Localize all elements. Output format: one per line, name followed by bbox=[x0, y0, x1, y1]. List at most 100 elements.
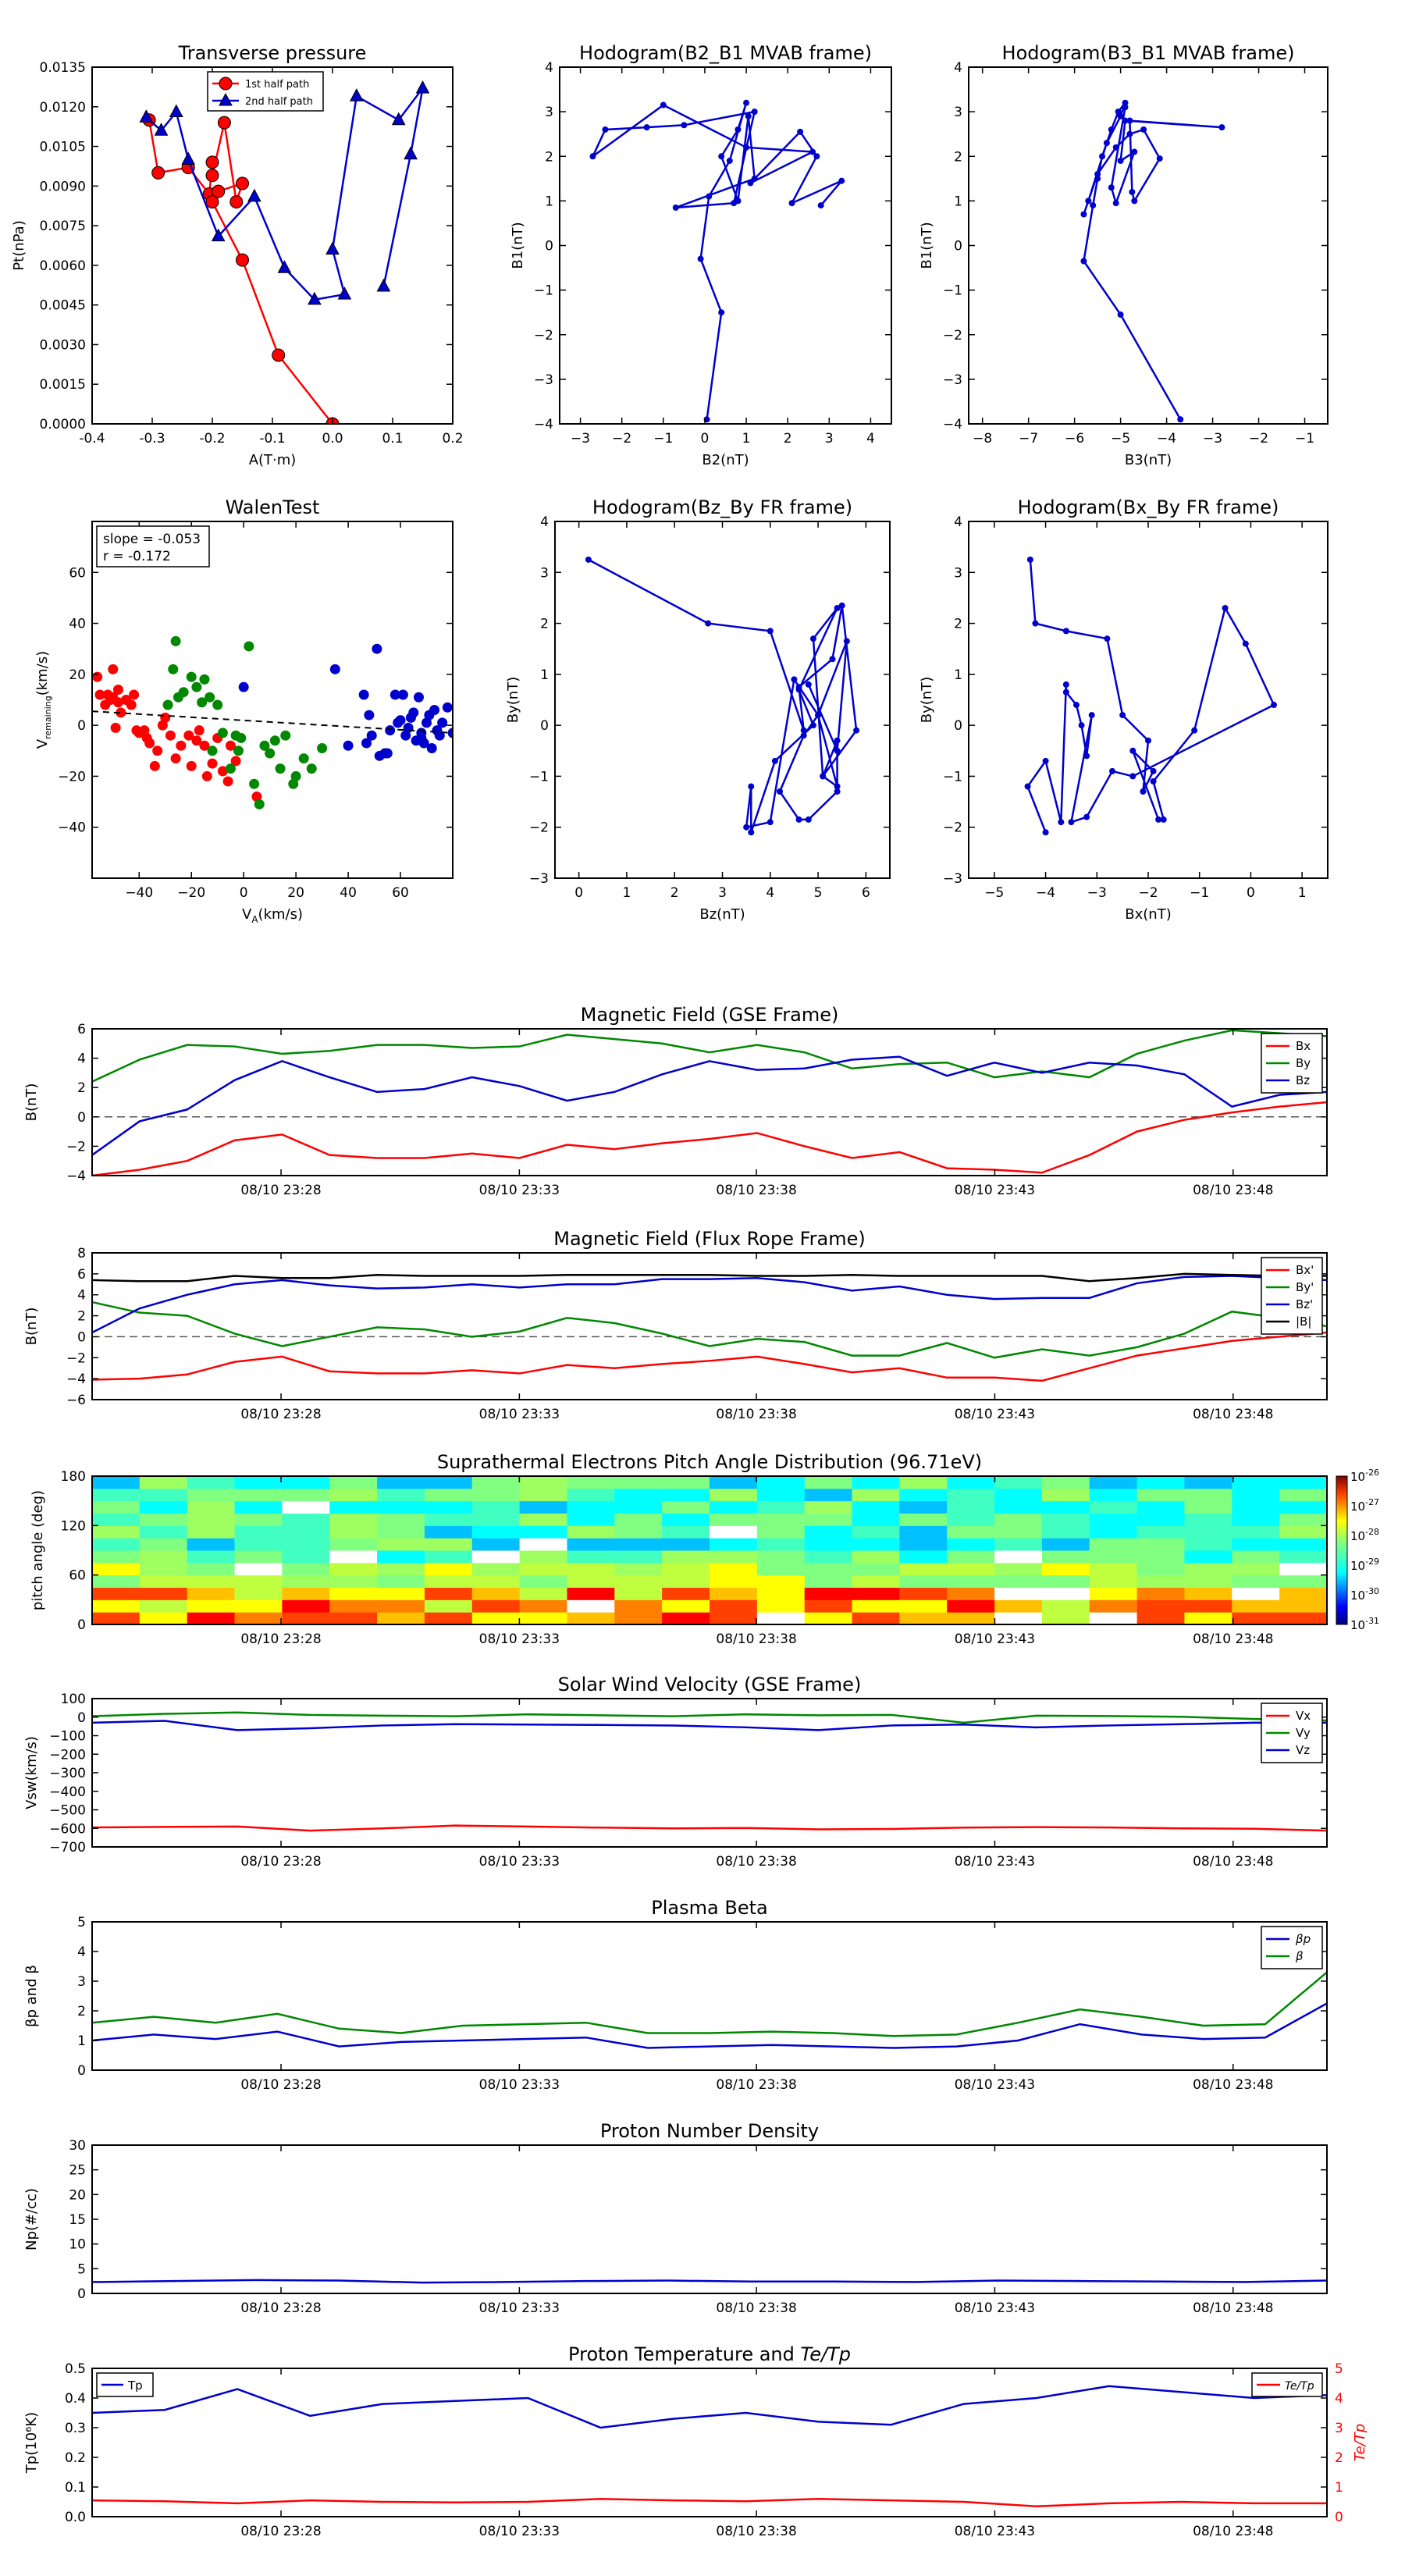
scatter-point-group2 bbox=[162, 699, 173, 710]
scatter-point-group2 bbox=[259, 740, 270, 751]
y2-tick-label: 2 bbox=[1335, 2450, 1343, 2466]
scatter-point-group3 bbox=[426, 743, 437, 754]
heatmap-cell bbox=[1184, 1476, 1232, 1489]
heatmap-cell bbox=[1041, 1587, 1090, 1600]
heatmap-cell bbox=[187, 1574, 236, 1588]
axes-frame bbox=[91, 521, 454, 879]
x-tick-label: −2 bbox=[612, 431, 631, 447]
heatmap-cell bbox=[614, 1513, 663, 1526]
scatter-point-group1 bbox=[157, 720, 168, 731]
heatmap-cell bbox=[756, 1574, 806, 1588]
x-tick-label: 4 bbox=[766, 885, 774, 901]
data-point bbox=[815, 712, 822, 719]
series-line-B1 bbox=[1083, 101, 1222, 420]
panel-np: Proton Number Density 0 5 10 15 20 25 30 08/10 2… bbox=[23, 2120, 1328, 2316]
heatmap-cell bbox=[614, 1587, 663, 1600]
scatter-point-group2 bbox=[191, 681, 202, 692]
heatmap-cell bbox=[92, 1500, 140, 1514]
heatmap-cell bbox=[519, 1550, 567, 1564]
series-line-Tp bbox=[92, 2385, 1327, 2429]
series-line-βp bbox=[92, 2002, 1327, 2049]
heatmap-cell bbox=[519, 1612, 567, 1624]
time-tick-label: 08/10 23:38 bbox=[716, 1631, 796, 1647]
heatmap-cell bbox=[804, 1562, 853, 1576]
heatmap-cell bbox=[187, 1525, 236, 1539]
colorbar-tick-label: 10-31 bbox=[1350, 1616, 1379, 1632]
heatmap-cell bbox=[187, 1562, 236, 1576]
heatmap-cell bbox=[1279, 1488, 1327, 1502]
data-point bbox=[777, 788, 784, 795]
heatmap-cell bbox=[471, 1488, 521, 1502]
heatmap-cell bbox=[282, 1587, 330, 1600]
time-tick-label: 08/10 23:28 bbox=[240, 1183, 321, 1198]
heatmap-cell bbox=[614, 1612, 663, 1624]
y-tick-label: −3 bbox=[534, 372, 553, 388]
y-tick-label: 10 bbox=[69, 2237, 86, 2253]
scatter-point-group2 bbox=[288, 778, 299, 789]
heatmap-cell bbox=[1232, 1488, 1280, 1502]
y-tick-label: 40 bbox=[69, 617, 86, 632]
time-tick-label: 08/10 23:43 bbox=[955, 1407, 1035, 1422]
y2-tick-label: 1 bbox=[1335, 2480, 1343, 2496]
axes-frame bbox=[91, 1475, 1328, 1625]
heatmap-cell bbox=[377, 1562, 425, 1576]
data-point bbox=[735, 126, 742, 133]
heatmap-cell bbox=[1136, 1476, 1185, 1489]
scatter-point-group3 bbox=[437, 717, 448, 728]
y-tick-label: −2 bbox=[66, 1350, 86, 1366]
data-point bbox=[748, 829, 755, 836]
heatmap-cell bbox=[994, 1574, 1043, 1588]
heatmap-cell bbox=[377, 1525, 425, 1539]
data-point bbox=[1078, 722, 1085, 729]
heatmap-cell bbox=[377, 1587, 425, 1600]
x-tick-label: −20 bbox=[177, 885, 205, 901]
y-tick-label: −1 bbox=[529, 769, 549, 785]
scatter-point-group2 bbox=[170, 635, 181, 646]
heatmap-cell bbox=[994, 1513, 1043, 1526]
time-tick-label: 08/10 23:38 bbox=[716, 1407, 796, 1422]
heatmap-cell bbox=[567, 1513, 615, 1526]
colorbar: 10-26 10-27 10-28 10-29 10-30 10-31 bbox=[1336, 1468, 1379, 1632]
heatmap-cell bbox=[1041, 1538, 1090, 1551]
heatmap-cell bbox=[1279, 1587, 1327, 1600]
heatmap-cell bbox=[1279, 1562, 1327, 1576]
y-tick-label: −20 bbox=[58, 769, 86, 785]
scatter-point-group1 bbox=[126, 699, 137, 710]
data-point bbox=[1131, 197, 1138, 205]
data-point bbox=[834, 747, 841, 754]
time-tick-label: 08/10 23:33 bbox=[479, 1631, 560, 1647]
data-point bbox=[1032, 620, 1039, 627]
data-point bbox=[834, 788, 841, 795]
legend-label: Bx bbox=[1296, 1039, 1311, 1053]
scatter-point-group1 bbox=[191, 735, 202, 746]
data-point bbox=[1122, 104, 1129, 111]
heatmap-cell bbox=[471, 1612, 521, 1624]
heatmap-cell bbox=[1089, 1574, 1138, 1588]
heatmap-cell bbox=[947, 1550, 995, 1564]
panel-title: Proton Number Density bbox=[600, 2120, 819, 2142]
heatmap-cell bbox=[1041, 1513, 1090, 1526]
heatmap-cell bbox=[187, 1488, 236, 1502]
time-tick-label: 08/10 23:28 bbox=[240, 1407, 321, 1422]
heatmap-cell bbox=[1279, 1599, 1327, 1613]
heatmap-cell bbox=[282, 1562, 330, 1576]
heatmap-cell bbox=[994, 1500, 1043, 1514]
heatmap-cell bbox=[1279, 1538, 1327, 1551]
heatmap-cell bbox=[1136, 1500, 1185, 1514]
legend: Bx By Bz bbox=[1261, 1033, 1323, 1094]
data-point bbox=[643, 124, 650, 131]
heatmap-cell bbox=[662, 1500, 710, 1514]
x-tick-label: −3 bbox=[1203, 431, 1222, 447]
legend: Vx Vy Vz bbox=[1261, 1703, 1323, 1763]
colorbar-tick-label: 10-27 bbox=[1350, 1497, 1379, 1514]
y-tick-label: 3 bbox=[545, 105, 553, 120]
panel-tp: Transverse pressure 0.0000 0.0015 0.0030 0.0… bbox=[11, 42, 464, 468]
annotation-box: slope = -0.053 r = -0.172 bbox=[96, 525, 210, 568]
heatmap-cell bbox=[92, 1525, 140, 1539]
scatter-point-group2 bbox=[207, 745, 218, 756]
y-tick-label: 2 bbox=[77, 1309, 86, 1325]
y-tick-label: 0.0 bbox=[65, 2510, 86, 2525]
time-tick-label: 08/10 23:43 bbox=[955, 1631, 1035, 1647]
data-point bbox=[853, 727, 860, 734]
heatmap-cell bbox=[662, 1612, 710, 1624]
